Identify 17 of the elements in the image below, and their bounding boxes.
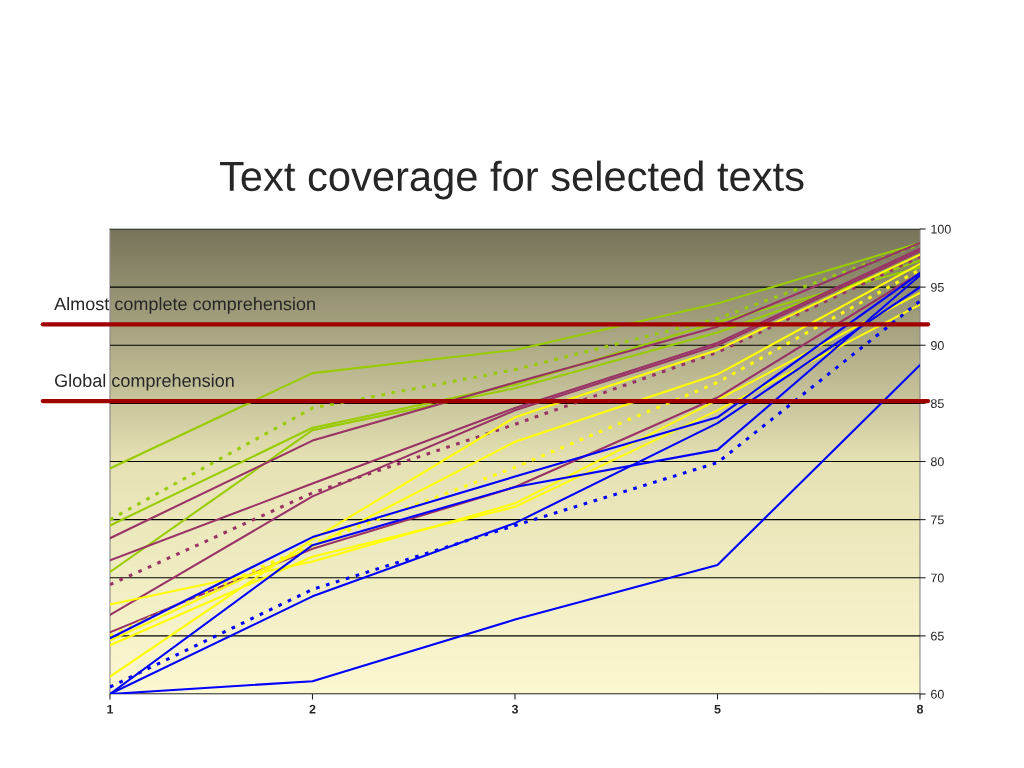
ref-line-label: Almost complete comprehension: [54, 297, 315, 314]
y-tick-label: 60: [931, 689, 944, 699]
x-tick-label: 8: [916, 704, 924, 714]
y-tick-label: 80: [930, 457, 944, 467]
chart-title: Text coverage for selected texts: [220, 160, 804, 200]
x-tick-label: 3: [511, 704, 519, 714]
y-tick-label: 85: [930, 399, 944, 409]
y-tick-label: 95: [931, 282, 944, 292]
x-tick-label: 5: [714, 704, 721, 714]
y-tick-label: 65: [931, 631, 944, 641]
x-tick-label: 1: [107, 704, 114, 714]
y-tick-label: 100: [931, 224, 951, 234]
ref-line-label: Global comprehension: [55, 373, 234, 391]
y-tick-label: 70: [931, 573, 944, 583]
y-tick-label: 90: [931, 341, 944, 350]
y-tick-label: 75: [931, 515, 944, 525]
x-tick-label: 2: [309, 704, 316, 714]
